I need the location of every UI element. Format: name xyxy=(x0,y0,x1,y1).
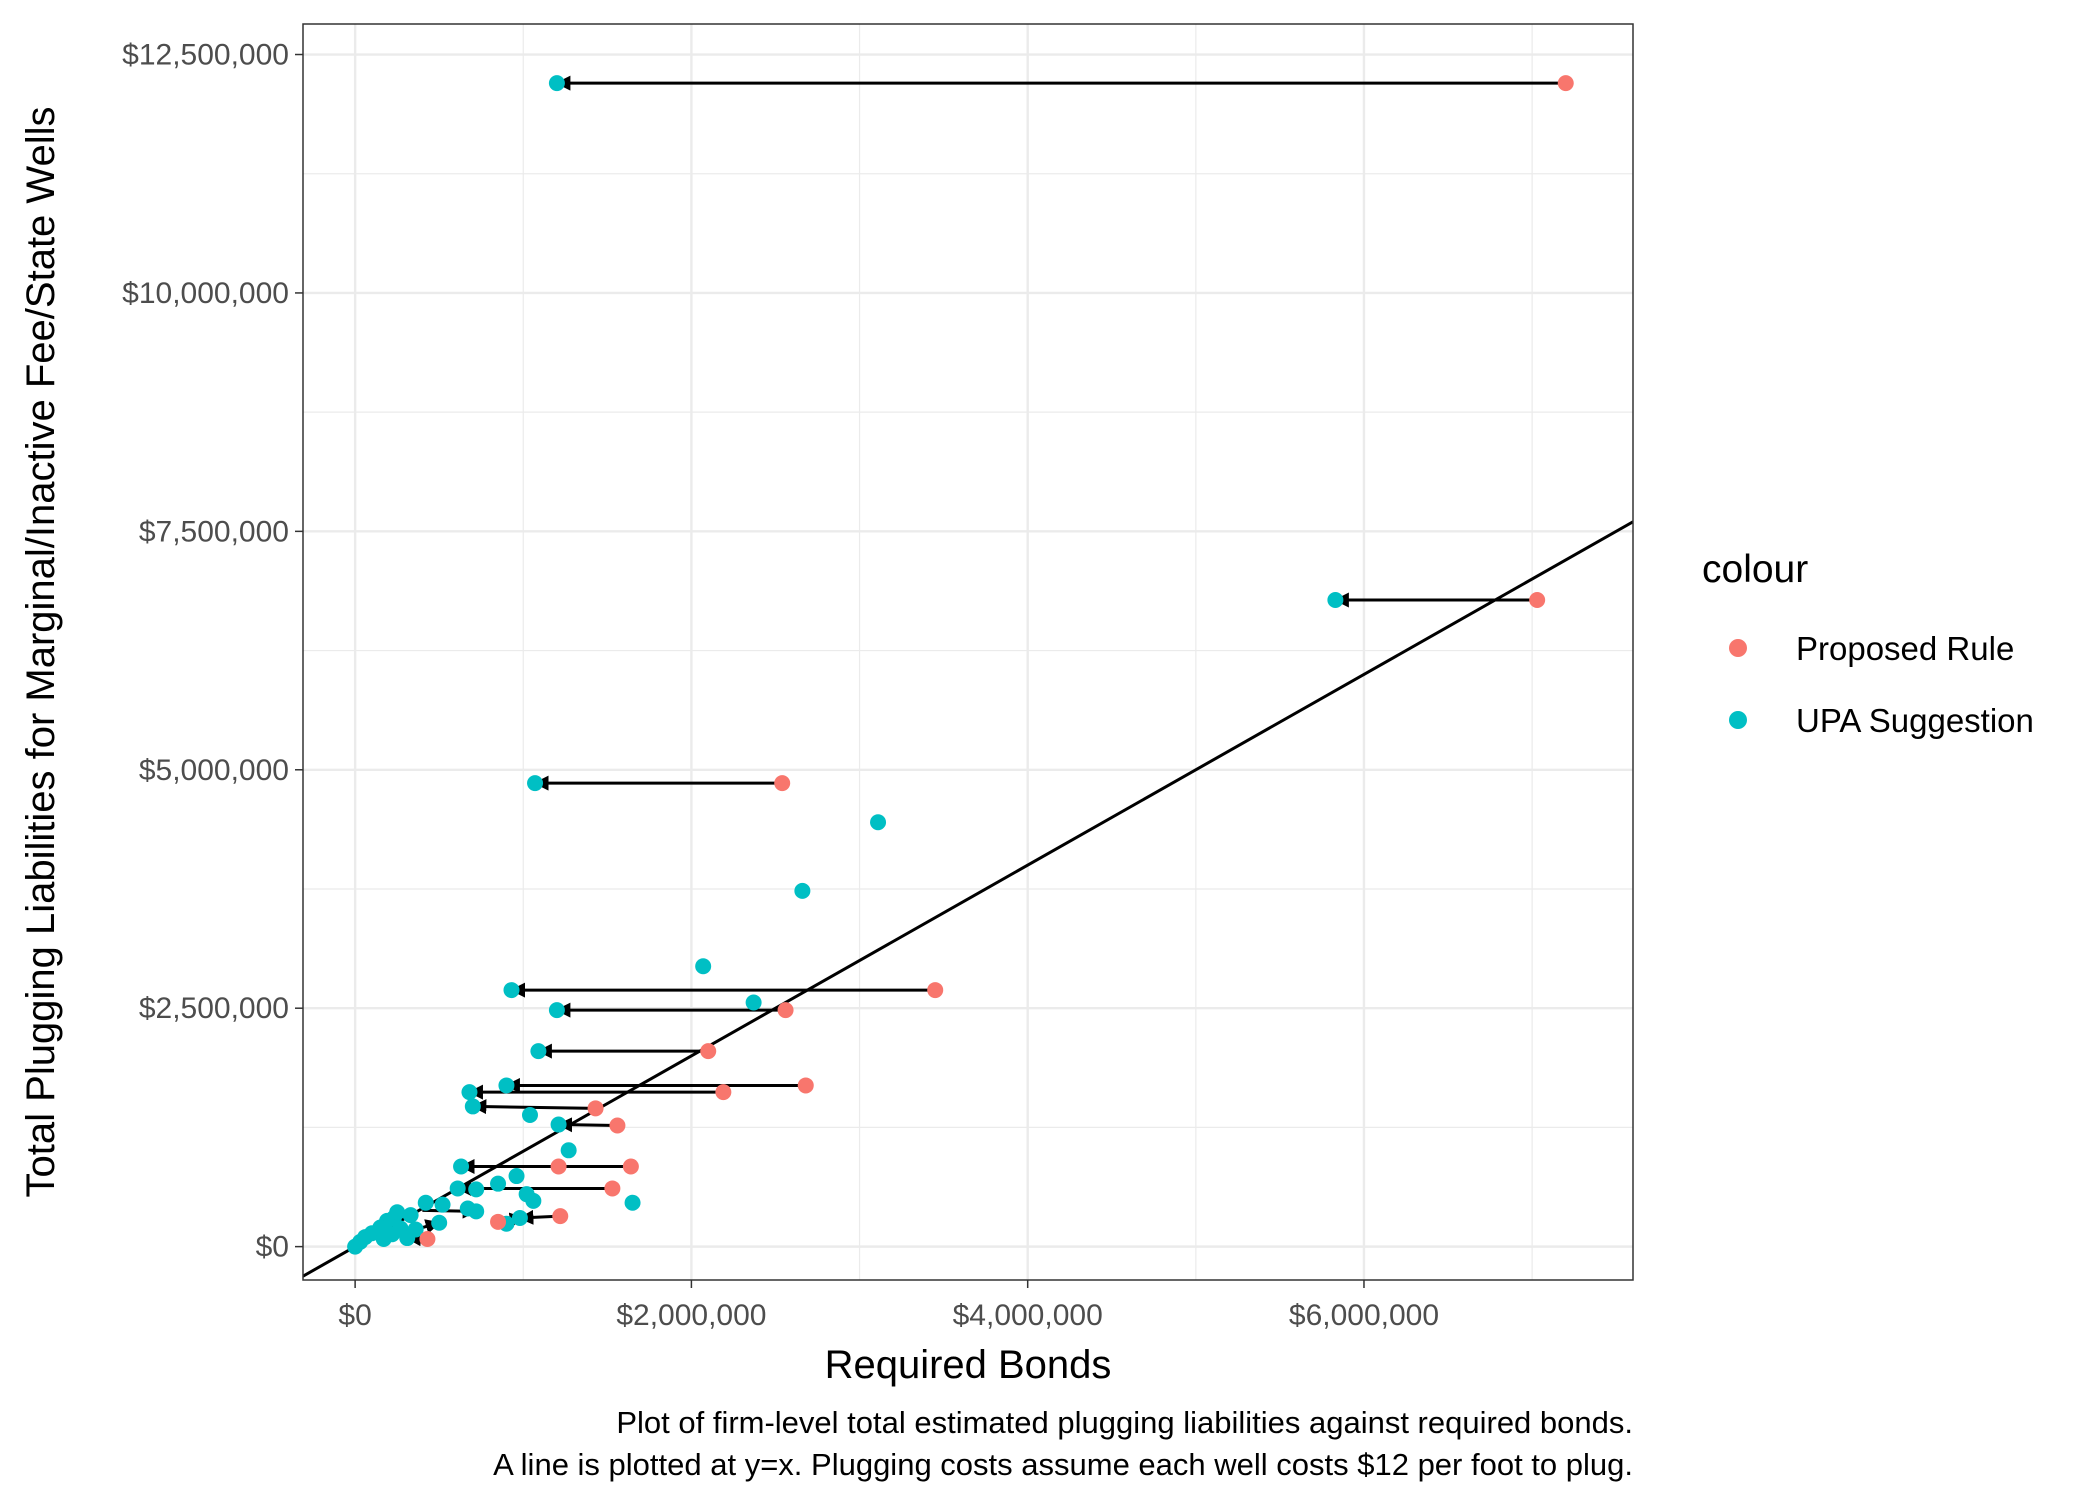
point-proposed-rule xyxy=(622,1158,639,1175)
point-upa-suggestion xyxy=(794,882,811,899)
point-proposed-rule xyxy=(1557,75,1574,92)
point-upa-suggestion xyxy=(347,1238,364,1255)
point-upa-suggestion xyxy=(402,1207,419,1224)
point-upa-suggestion xyxy=(431,1214,448,1231)
reference-line xyxy=(303,520,1633,1278)
shift-arrow xyxy=(557,1117,618,1133)
point-upa-suggestion xyxy=(449,1180,466,1197)
shift-arrow xyxy=(471,1099,596,1115)
y-tick-label: $0 xyxy=(256,1231,289,1264)
point-upa-suggestion xyxy=(521,1107,538,1124)
point-upa-suggestion xyxy=(464,1098,481,1115)
panel-background xyxy=(303,24,1633,1280)
x-tick-label: $4,000,000 xyxy=(953,1299,1103,1332)
legend-title: colour xyxy=(1702,548,1808,591)
point-layer xyxy=(347,75,1574,1255)
point-upa-suggestion xyxy=(399,1230,416,1247)
y-tick-label: $2,500,000 xyxy=(139,992,289,1025)
point-proposed-rule xyxy=(550,1158,567,1175)
point-proposed-rule xyxy=(777,1002,794,1019)
x-axis: $0 $2,000,000 $4,000,000 $6,000,000 xyxy=(338,1280,1439,1332)
point-upa-suggestion xyxy=(453,1158,470,1175)
point-proposed-rule xyxy=(715,1084,732,1101)
point-upa-suggestion xyxy=(530,1043,547,1060)
point-upa-suggestion xyxy=(870,814,887,831)
y-axis: $0 $2,500,000 $5,000,000 $7,500,000 $10,000,… xyxy=(122,39,303,1264)
x-tick-label: $6,000,000 xyxy=(1289,1299,1439,1332)
point-upa-suggestion xyxy=(468,1203,485,1220)
point-proposed-rule xyxy=(552,1208,569,1225)
point-upa-suggestion xyxy=(550,1116,567,1133)
point-upa-suggestion xyxy=(498,1077,515,1094)
point-upa-suggestion xyxy=(1327,592,1344,609)
y-tick-label: $5,000,000 xyxy=(139,754,289,787)
point-proposed-rule xyxy=(927,982,944,999)
point-proposed-rule xyxy=(700,1043,717,1060)
point-proposed-rule xyxy=(419,1230,436,1247)
legend-key-proposed-rule xyxy=(1729,639,1747,657)
x-tick-label: $2,000,000 xyxy=(616,1299,766,1332)
point-upa-suggestion xyxy=(560,1142,577,1159)
point-proposed-rule xyxy=(797,1077,814,1094)
point-upa-suggestion xyxy=(527,775,544,792)
panel-border xyxy=(302,23,1634,1281)
point-upa-suggestion xyxy=(745,994,762,1011)
y-tick-label: $10,000,000 xyxy=(122,277,289,310)
point-upa-suggestion xyxy=(490,1175,507,1192)
point-proposed-rule xyxy=(587,1100,604,1117)
point-upa-suggestion xyxy=(468,1181,485,1198)
legend-key-upa-suggestion xyxy=(1729,711,1747,729)
point-proposed-rule xyxy=(604,1180,621,1197)
point-upa-suggestion xyxy=(461,1084,478,1101)
point-proposed-rule xyxy=(774,775,791,792)
point-proposed-rule xyxy=(1529,592,1546,609)
x-tick-label: $0 xyxy=(338,1299,371,1332)
y-tick-label: $12,500,000 xyxy=(122,39,289,72)
point-upa-suggestion xyxy=(503,982,520,999)
point-upa-suggestion xyxy=(695,958,712,975)
point-upa-suggestion xyxy=(511,1210,528,1227)
point-upa-suggestion xyxy=(548,75,565,92)
grid xyxy=(303,24,1633,1280)
x-axis-title: Required Bonds xyxy=(825,1343,1112,1387)
caption-line-2: A line is plotted at y=x. Plugging costs… xyxy=(493,1447,1633,1482)
point-upa-suggestion xyxy=(417,1194,434,1211)
point-proposed-rule xyxy=(490,1213,507,1230)
point-upa-suggestion xyxy=(548,1002,565,1019)
y-tick-label: $7,500,000 xyxy=(139,515,289,548)
y-axis-title: Total Plugging Liabilities for Marginal/… xyxy=(19,107,63,1198)
reference-line-layer xyxy=(303,520,1633,1278)
point-upa-suggestion xyxy=(525,1192,542,1209)
legend-label-upa-suggestion: UPA Suggestion xyxy=(1796,702,2034,739)
legend-label-proposed-rule: Proposed Rule xyxy=(1796,630,2014,667)
point-proposed-rule xyxy=(609,1117,626,1134)
legend: colour Proposed Rule UPA Suggestion xyxy=(1702,548,2034,739)
point-upa-suggestion xyxy=(434,1196,451,1213)
caption-line-1: Plot of firm-level total estimated plugg… xyxy=(616,1405,1633,1440)
point-upa-suggestion xyxy=(624,1194,641,1211)
point-upa-suggestion xyxy=(375,1230,392,1247)
point-upa-suggestion xyxy=(508,1168,525,1185)
